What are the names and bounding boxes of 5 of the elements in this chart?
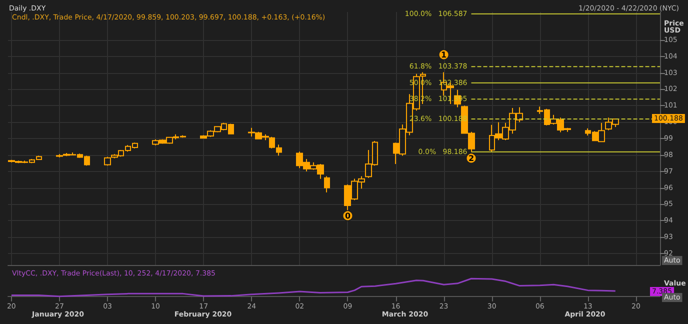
- candlestick: [324, 176, 330, 193]
- annotation: 1: [441, 50, 448, 60]
- candlestick: [104, 156, 111, 166]
- annotation: 2: [468, 154, 474, 164]
- annotation: 0: [344, 212, 351, 221]
